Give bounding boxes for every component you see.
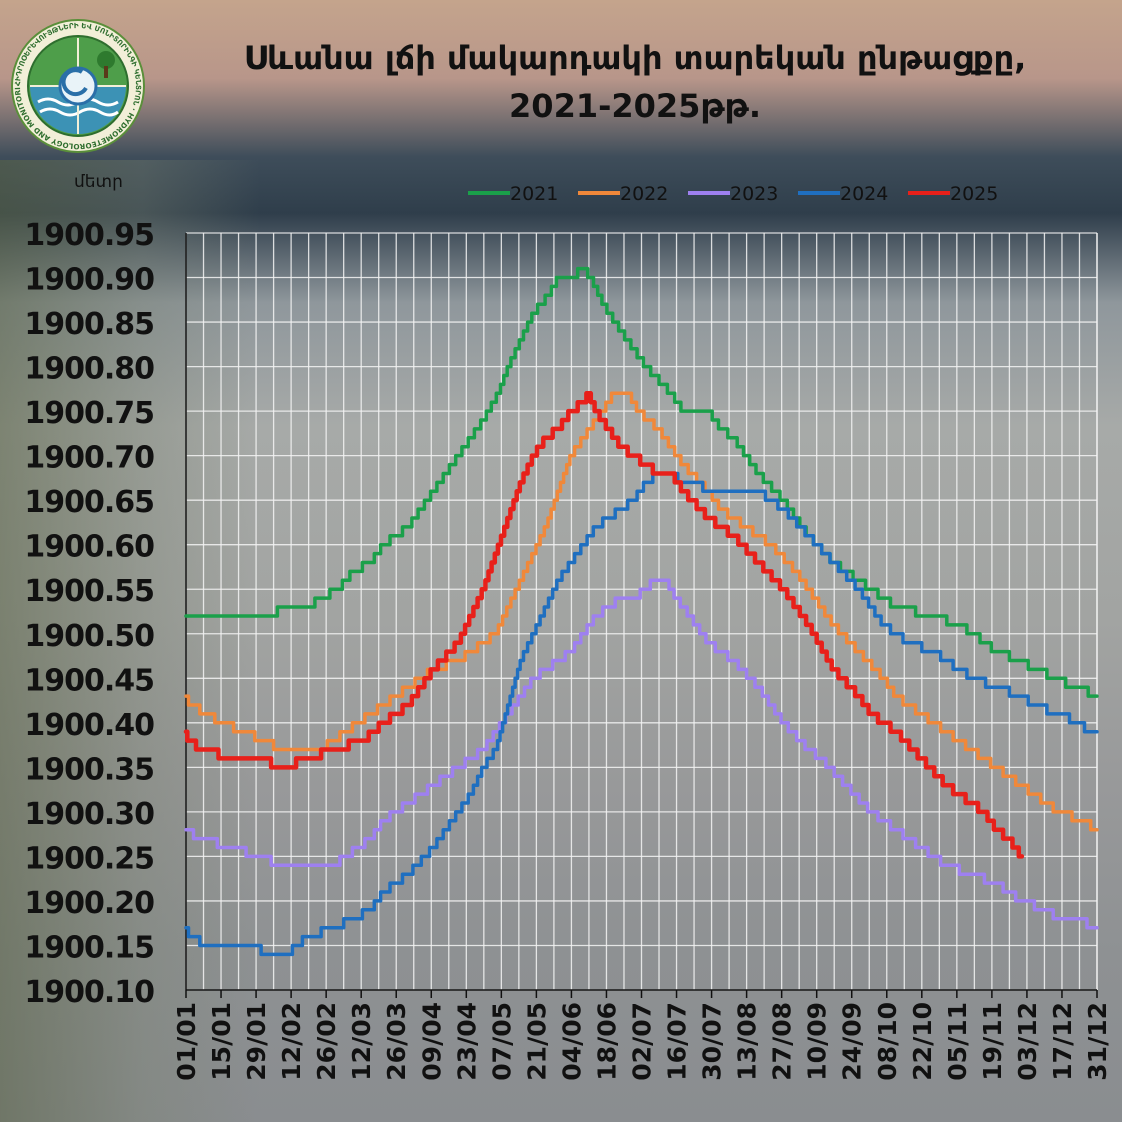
- x-tick-label: 07/05: [487, 1002, 516, 1081]
- legend: 2021 2022 2023 2024 2025: [468, 183, 998, 205]
- y-tick-label: 1900.50: [24, 619, 154, 654]
- x-tick-label: 10/09: [803, 1002, 832, 1081]
- x-tick-label: 04/06: [557, 1002, 586, 1081]
- y-tick-label: 1900.55: [24, 574, 154, 609]
- x-tick-label: 13/08: [733, 1002, 762, 1081]
- title-line-1: Սևանա լճի մակարդակի տարեկան ընթացքը,: [243, 39, 1027, 77]
- y-tick-label: 1900.30: [24, 797, 154, 832]
- legend-label-2023: 2023: [730, 183, 778, 205]
- title-line-2: 2021-2025թթ.: [509, 87, 761, 125]
- x-tick-label: 16/07: [663, 1002, 692, 1081]
- x-tick-label: 15/01: [207, 1002, 236, 1081]
- chart-title: Սևանա լճի մակարդակի տարեկան ընթացքը, 202…: [170, 34, 1100, 130]
- x-tick-label: 29/01: [242, 1002, 271, 1081]
- legend-label-2025: 2025: [950, 183, 998, 205]
- series-line-2025: [183, 391, 1025, 859]
- x-tick-label: 09/04: [417, 1002, 446, 1081]
- legend-label-2021: 2021: [510, 183, 558, 205]
- y-tick-label: 1900.95: [24, 218, 154, 253]
- background-shade: [0, 160, 260, 1122]
- x-tick-label: 02/07: [628, 1002, 657, 1081]
- y-axis-label: մետր: [74, 172, 123, 192]
- x-tick-label: 05/11: [943, 1002, 972, 1081]
- x-tick-label: 23/04: [452, 1002, 481, 1081]
- y-tick-label: 1900.80: [24, 352, 154, 387]
- series-line-2022: [184, 391, 1099, 832]
- series-line-2024: [184, 471, 1099, 957]
- legend-label-2022: 2022: [620, 183, 668, 205]
- y-tick-label: 1900.90: [24, 263, 154, 298]
- y-tick-label: 1900.65: [24, 485, 154, 520]
- y-tick-label: 1900.40: [24, 708, 154, 743]
- x-tick-label: 17/12: [1048, 1002, 1077, 1081]
- y-tick-labels: 1900.95 1900.90 1900.85 1900.80 1900.75 1900.…: [24, 218, 155, 1010]
- y-tick-label: 1900.45: [24, 663, 154, 698]
- x-tick-label: 12/03: [347, 1002, 376, 1081]
- y-tick-label: 1900.35: [24, 752, 154, 787]
- x-tick-label: 18/06: [592, 1002, 621, 1081]
- x-tick-label: 19/11: [978, 1002, 1007, 1081]
- x-tick-label: 30/07: [698, 1002, 727, 1081]
- x-tick-label: 21/05: [522, 1002, 551, 1081]
- x-tick-labels: 01/01 15/01 29/01 12/02 26/02 12/03 26/03 09/04…: [172, 1002, 1112, 1081]
- x-tick-label: 24/09: [838, 1002, 867, 1081]
- x-tick-label: 31/12: [1083, 1002, 1112, 1081]
- y-tick-label: 1900.25: [24, 841, 154, 876]
- y-tick-label: 1900.75: [24, 396, 154, 431]
- x-tick-label: 22/10: [908, 1002, 937, 1081]
- grid: [185, 232, 1098, 991]
- x-tick-label: 08/10: [873, 1002, 902, 1081]
- y-tick-label: 1900.70: [24, 441, 154, 476]
- y-tick-label: 1900.60: [24, 530, 154, 565]
- hydromet-logo: ՀԻԴՐՈՕԵՐԵՎՈՒՅԹՆԵՐԻ ԵՎ ՄՈՆԻՏՈՐԻՆԳԻ ԿԵՆՏՐՈ…: [8, 16, 145, 153]
- x-tick-label: 03/12: [1013, 1002, 1042, 1081]
- y-tick-label: 1900.20: [24, 886, 154, 921]
- x-tick-label: 26/03: [382, 1002, 411, 1081]
- series-lines: [183, 266, 1099, 957]
- y-tick-label: 1900.85: [24, 307, 154, 342]
- x-tick-label: 26/02: [312, 1002, 341, 1081]
- series-line-2023: [184, 578, 1099, 930]
- axes: [185, 233, 1098, 998]
- y-tick-label: 1900.10: [24, 975, 154, 1010]
- x-tick-label: 01/01: [172, 1002, 201, 1081]
- y-tick-label: 1900.15: [24, 930, 154, 965]
- x-tick-label: 27/08: [768, 1002, 797, 1081]
- x-tick-label: 12/02: [277, 1002, 306, 1081]
- legend-label-2024: 2024: [840, 183, 888, 205]
